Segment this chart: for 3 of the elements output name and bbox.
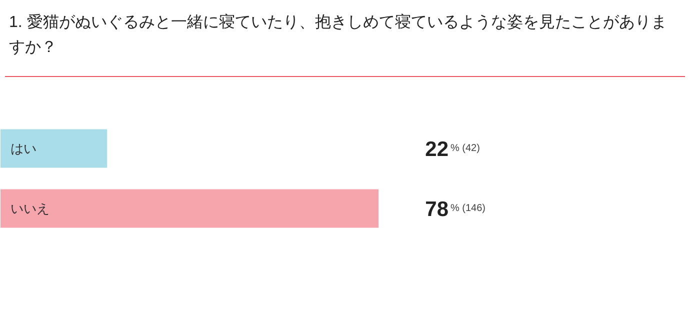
chart-title: 1. 愛猫がぬいぐるみと一緒に寝ていたり、抱きしめて寝ているような姿を見たことがありますか？ xyxy=(9,12,668,58)
y-tick-label: いいえ xyxy=(10,201,50,216)
y-tick-label: はい xyxy=(10,141,36,156)
